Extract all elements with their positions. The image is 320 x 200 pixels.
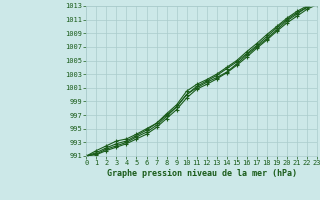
X-axis label: Graphe pression niveau de la mer (hPa): Graphe pression niveau de la mer (hPa) xyxy=(107,169,297,178)
